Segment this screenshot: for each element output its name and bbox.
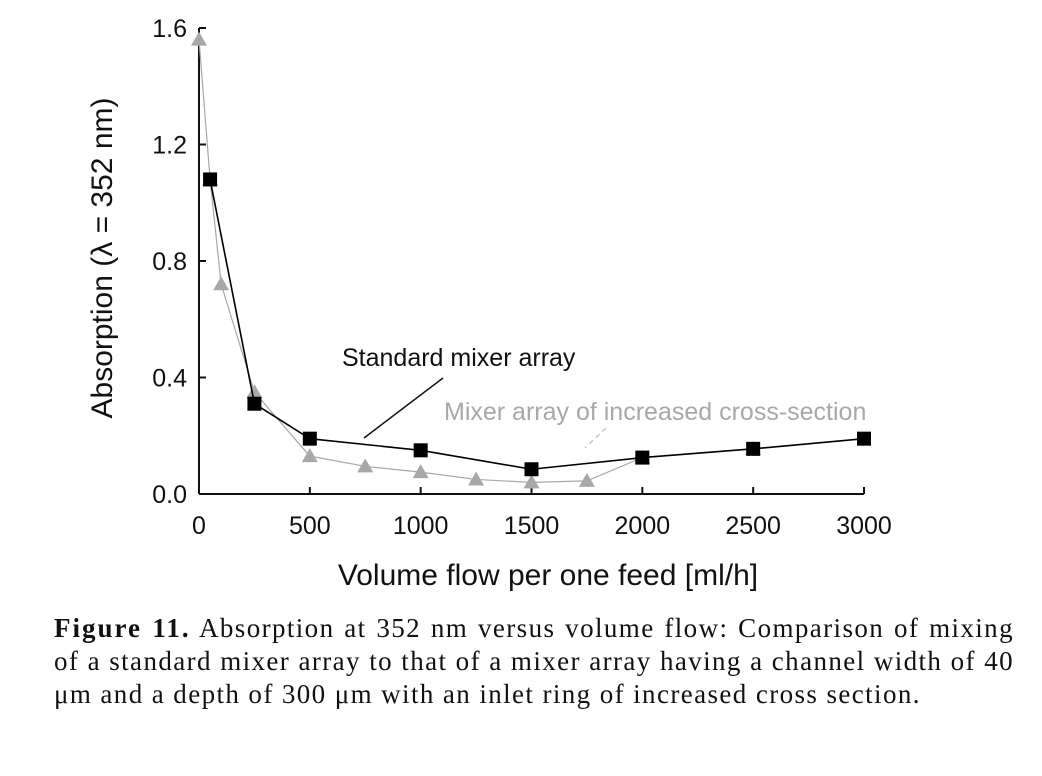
data-point-triangle xyxy=(468,471,485,486)
series-line xyxy=(198,39,754,483)
x-axis-title: Volume flow per one feed [ml/h] xyxy=(338,559,758,592)
absorption-chart: 0 500 1000 1500 2000 2500 30000.00.40.81.21.6 … xyxy=(86,15,892,592)
data-point-triangle xyxy=(412,464,429,479)
data-point-triangle xyxy=(301,448,318,463)
x-tick-label: 3000 xyxy=(836,512,892,540)
y-tick-label: 0.0 xyxy=(152,481,187,509)
data-point-triangle xyxy=(357,458,374,473)
y-tick-label: 1.6 xyxy=(152,15,187,43)
data-point-square xyxy=(247,396,262,411)
series-pointer-increased xyxy=(584,427,607,449)
y-axis-title: Absorption (λ = 352 nm) xyxy=(86,98,119,419)
data-point-square xyxy=(203,172,218,187)
data-point-square xyxy=(746,441,761,456)
figure-label: Figure 11. xyxy=(54,613,191,643)
x-tick-label: 1500 xyxy=(504,512,560,540)
data-point-triangle xyxy=(246,384,263,399)
data-point-triangle xyxy=(578,472,595,487)
data-point-square xyxy=(302,431,317,446)
data-point-square xyxy=(413,443,428,458)
figure-caption: Figure 11. Absorption at 352 nm versus v… xyxy=(54,612,1014,711)
y-tick-label: 0.4 xyxy=(152,365,187,393)
annotations: Standard mixer array Mixer array of incr… xyxy=(342,344,866,449)
series-label-increased: Mixer array of increased cross-section xyxy=(444,398,866,426)
data-point-triangle xyxy=(191,31,207,46)
x-tick-label: 500 xyxy=(289,512,331,540)
x-tick-label: 2000 xyxy=(615,512,671,540)
x-tick-label: 1000 xyxy=(393,512,449,540)
x-tick-label: 2500 xyxy=(725,512,781,540)
y-tick-label: 1.2 xyxy=(152,132,187,160)
data-point-triangle xyxy=(523,474,540,489)
series-pointer-standard xyxy=(363,377,444,439)
data-point-square xyxy=(524,462,539,477)
x-tick-label: 0 xyxy=(192,512,206,540)
ticks: 0 500 1000 1500 2000 2500 3000 0.0 0.4 0.8 1.2 1.6 xyxy=(152,15,892,540)
y-tick-label: 0.8 xyxy=(152,248,187,276)
data-point-square xyxy=(857,431,871,446)
data-point-square xyxy=(635,450,650,465)
series-line xyxy=(209,179,865,471)
data-point-triangle xyxy=(213,276,230,291)
figure-caption-text: Absorption at 352 nm versus volume flow:… xyxy=(54,613,1014,709)
series-standard xyxy=(203,172,871,477)
data-series xyxy=(191,31,871,489)
series-label-standard: Standard mixer array xyxy=(342,344,576,372)
